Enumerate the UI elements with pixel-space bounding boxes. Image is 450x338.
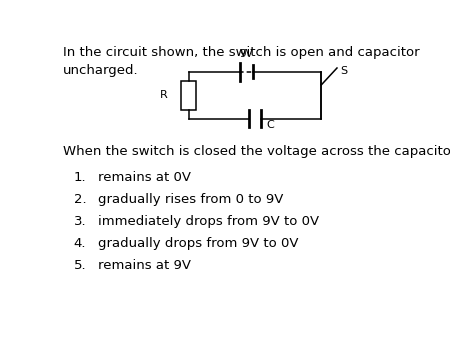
Text: immediately drops from 9V to 0V: immediately drops from 9V to 0V (98, 215, 319, 228)
Text: remains at 9V: remains at 9V (98, 259, 191, 272)
Text: gradually drops from 9V to 0V: gradually drops from 9V to 0V (98, 237, 299, 250)
Text: R: R (159, 90, 167, 100)
Text: uncharged.: uncharged. (63, 64, 139, 77)
Text: S: S (341, 66, 347, 76)
Text: 2.: 2. (74, 193, 86, 206)
Text: 5.: 5. (74, 259, 86, 272)
Text: 1.: 1. (74, 171, 86, 184)
Text: gradually rises from 0 to 9V: gradually rises from 0 to 9V (98, 193, 284, 206)
Text: 9V: 9V (239, 49, 253, 59)
Text: In the circuit shown, the switch is open and capacitor: In the circuit shown, the switch is open… (63, 46, 420, 59)
Text: remains at 0V: remains at 0V (98, 171, 191, 184)
Bar (181, 81, 197, 110)
Text: 4.: 4. (74, 237, 86, 250)
Text: When the switch is closed the voltage across the capacitor: When the switch is closed the voltage ac… (63, 145, 450, 158)
Text: C: C (266, 120, 274, 130)
Text: 3.: 3. (74, 215, 86, 228)
